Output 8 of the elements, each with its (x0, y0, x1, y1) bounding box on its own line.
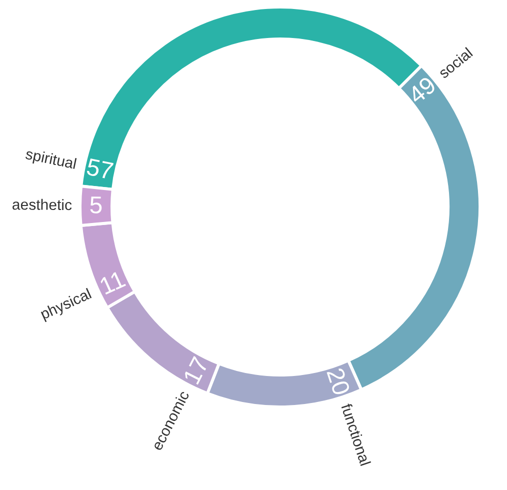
data-label: 57 (84, 154, 116, 186)
data-label: 49 (404, 72, 442, 110)
slice-label: spiritual (24, 146, 78, 174)
slice-label: aesthetic (12, 196, 73, 214)
data-label: 20 (320, 364, 355, 399)
data-label: 5 (89, 192, 103, 220)
data-label: 11 (96, 266, 130, 301)
data-label: 17 (178, 352, 215, 389)
